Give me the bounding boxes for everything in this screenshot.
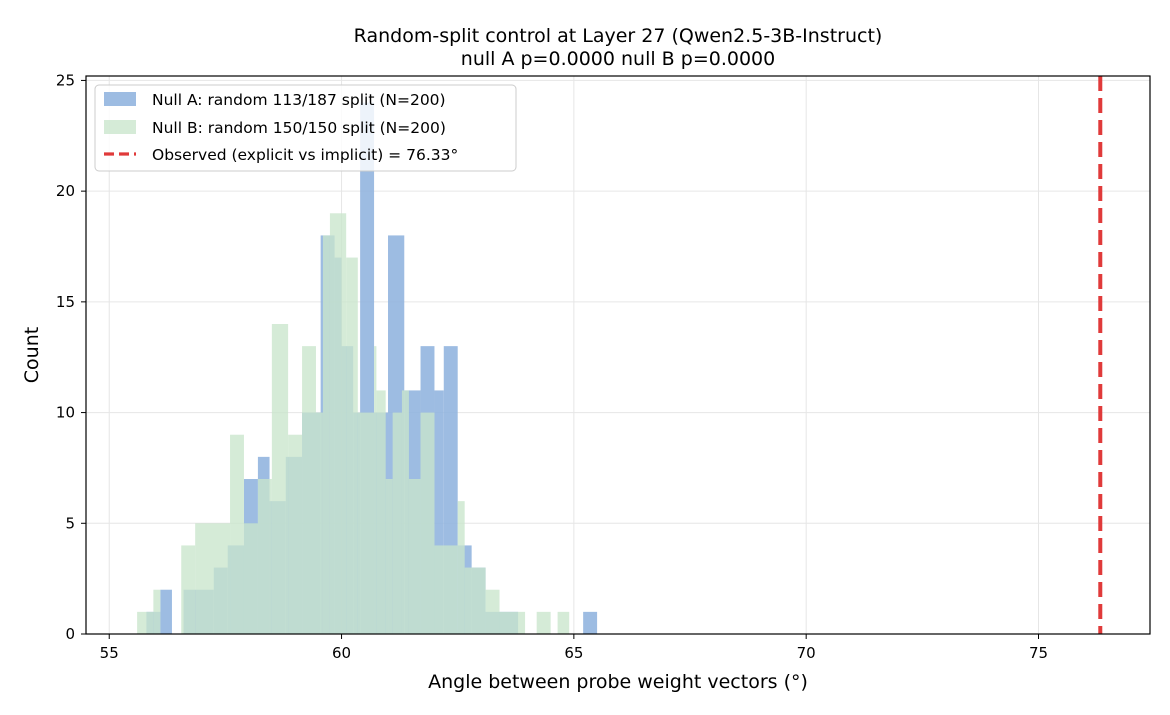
null-b-bar: [288, 434, 303, 634]
chart-title: Random-split control at Layer 27 (Qwen2.…: [354, 25, 883, 47]
x-tick-label: 55: [100, 644, 119, 662]
null-b-bar: [195, 523, 231, 634]
x-tick-label: 60: [332, 644, 351, 662]
null-b-bar: [434, 545, 458, 634]
y-axis-label: Count: [21, 327, 43, 383]
null-b-bar: [302, 346, 316, 634]
null-b-bar: [243, 523, 258, 634]
y-tick-label: 0: [65, 625, 75, 643]
null-b-bar: [322, 235, 330, 634]
chart-subtitle: null A p=0.0000 null B p=0.0000: [461, 48, 775, 70]
y-tick-label: 20: [56, 182, 75, 200]
null-b-bar: [557, 611, 570, 634]
null-b-bar: [153, 589, 161, 634]
null-b-bar: [271, 324, 289, 634]
legend-swatch-null-b: [104, 120, 136, 134]
x-axis-label: Angle between probe weight vectors (°): [428, 671, 808, 693]
null-b-bar: [392, 412, 402, 634]
null-b-bar: [408, 479, 421, 634]
null-b-bar: [376, 390, 386, 634]
null-b-bar: [420, 412, 435, 634]
null-b-bar: [137, 611, 154, 634]
plot-frame: [85, 75, 1151, 635]
legend-label-null-a: Null A: random 113/187 split (N=200): [152, 91, 446, 109]
null-a-bar: [583, 611, 598, 634]
y-tick-label: 5: [65, 514, 75, 532]
null-b-bar: [385, 479, 393, 634]
legend: Null A: random 113/187 split (N=200) Nul…: [94, 84, 517, 172]
null-b-bar: [346, 257, 358, 634]
null-b-bar: [464, 567, 486, 634]
legend-label-null-b: Null B: random 150/150 split (N=200): [152, 119, 446, 137]
null-b-bar: [315, 412, 323, 634]
null-b-bar: [374, 346, 377, 634]
null-b-bar: [499, 611, 526, 634]
null-b-bar: [230, 434, 244, 634]
legend-swatch-null-a: [104, 92, 136, 106]
null-b-bar: [536, 611, 551, 634]
x-tick-label: 65: [564, 644, 583, 662]
null-b-bar: [401, 390, 409, 634]
legend-label-observed: Observed (explicit vs implicit) = 76.33°: [152, 146, 458, 164]
null-b-bars: [137, 213, 570, 635]
y-tick-label: 10: [56, 404, 75, 422]
legend-box: [94, 84, 517, 172]
null-b-bar: [181, 545, 196, 634]
x-tick-label: 75: [1029, 644, 1048, 662]
null-b-bar: [329, 213, 347, 635]
null-b-bar: [357, 412, 375, 634]
x-axis-ticks: 55 60 65 70 75: [100, 634, 1048, 662]
null-b-bar: [485, 589, 500, 634]
x-tick-label: 70: [797, 644, 816, 662]
null-a-bar: [160, 589, 172, 634]
y-axis-ticks: 0 5 10 15 20 25: [56, 71, 86, 643]
y-tick-label: 15: [56, 293, 75, 311]
null-b-bar: [257, 479, 272, 634]
null-a-bar: [434, 390, 444, 634]
null-b-bar: [457, 501, 465, 634]
y-tick-label: 25: [56, 71, 75, 89]
